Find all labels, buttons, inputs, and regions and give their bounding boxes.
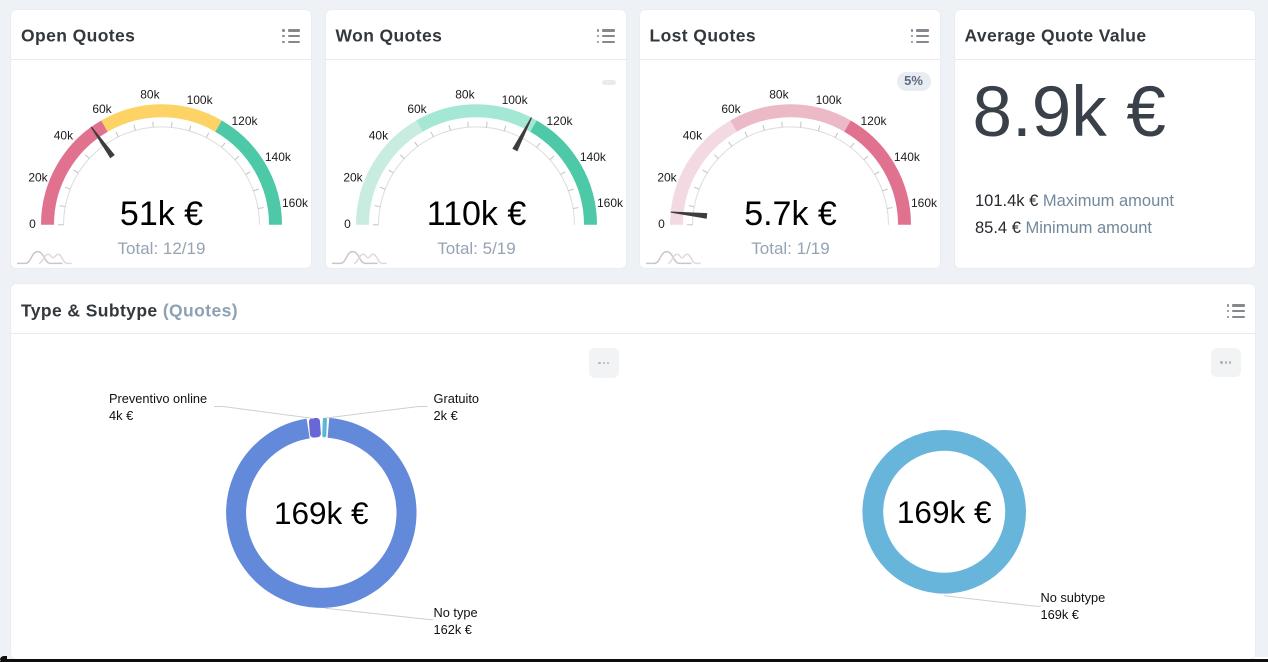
svg-text:20k: 20k (343, 170, 363, 184)
svg-text:100k: 100k (501, 92, 528, 106)
svg-text:100k: 100k (187, 92, 214, 106)
svg-text:Total: 1/19: Total: 1/19 (751, 238, 829, 257)
svg-text:160k: 160k (596, 196, 623, 210)
svg-text:60k: 60k (407, 101, 427, 115)
svg-text:Total: 5/19: Total: 5/19 (437, 238, 515, 257)
svg-text:140k: 140k (265, 149, 292, 163)
svg-text:60k: 60k (92, 101, 112, 115)
svg-text:0: 0 (658, 216, 665, 230)
svg-text:80k: 80k (769, 87, 789, 101)
svg-text:40k: 40k (368, 128, 388, 142)
svg-text:110k €: 110k € (426, 194, 526, 232)
svg-text:120k: 120k (231, 114, 258, 128)
svg-text:169k €: 169k € (897, 494, 992, 530)
svg-text:140k: 140k (579, 149, 606, 163)
svg-text:40k: 40k (54, 128, 74, 142)
svg-text:60k: 60k (721, 101, 741, 115)
svg-text:51k €: 51k € (120, 194, 203, 232)
svg-text:40k: 40k (682, 128, 702, 142)
svg-text:140k: 140k (893, 149, 920, 163)
svg-text:120k: 120k (860, 114, 887, 128)
svg-text:169k €: 169k € (274, 495, 369, 531)
svg-text:0: 0 (29, 216, 36, 230)
svg-text:20k: 20k (657, 170, 677, 184)
svg-text:160k: 160k (910, 196, 937, 210)
svg-text:20k: 20k (28, 170, 48, 184)
svg-text:120k: 120k (546, 114, 573, 128)
svg-text:Total: 12/19: Total: 12/19 (118, 238, 206, 257)
svg-text:80k: 80k (455, 87, 475, 101)
svg-text:80k: 80k (140, 87, 160, 101)
svg-text:100k: 100k (815, 92, 842, 106)
svg-text:5.7k €: 5.7k € (744, 194, 837, 232)
svg-text:0: 0 (344, 216, 351, 230)
svg-text:160k: 160k (282, 196, 309, 210)
